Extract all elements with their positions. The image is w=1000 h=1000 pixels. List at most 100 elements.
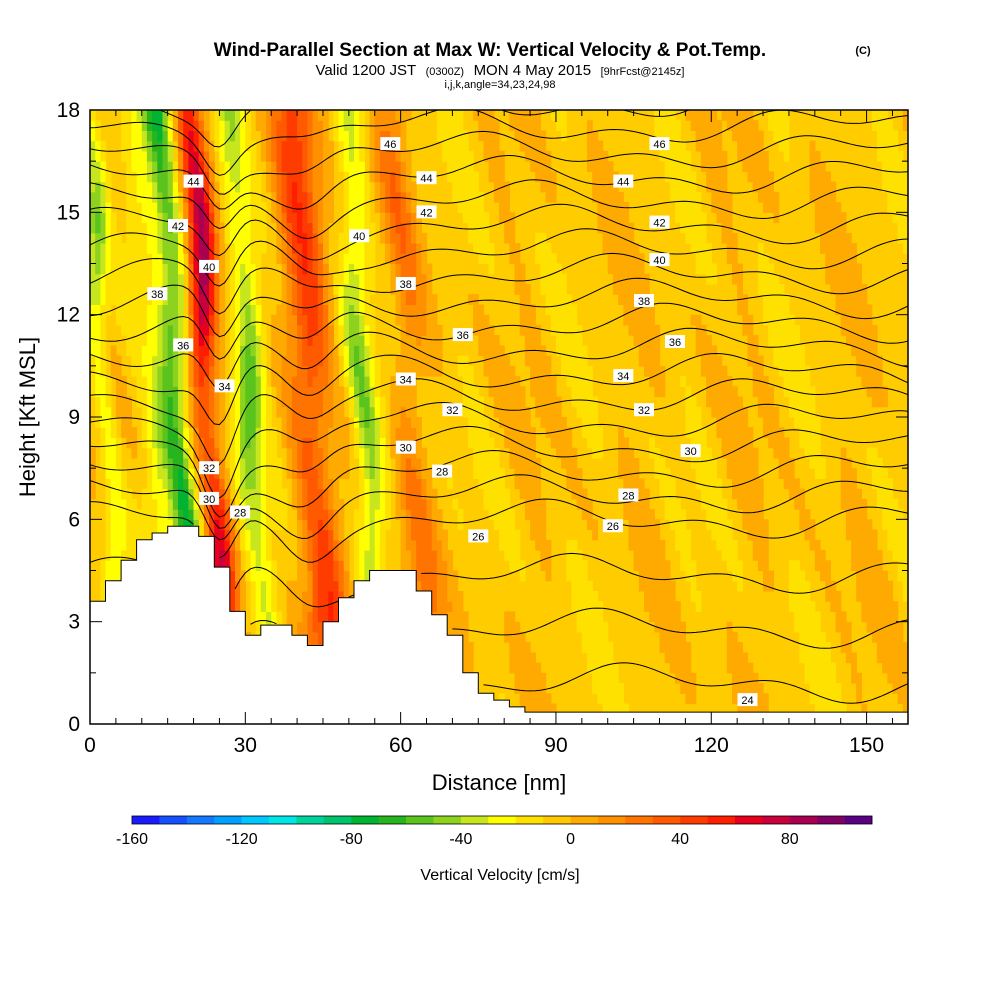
velocity-cell [193, 263, 200, 275]
velocity-cell [783, 365, 790, 377]
velocity-cell [706, 478, 712, 490]
velocity-cell [167, 263, 174, 275]
velocity-cell [193, 498, 200, 510]
velocity-cell [416, 273, 422, 285]
velocity-cell [323, 580, 329, 592]
velocity-cell [317, 130, 324, 142]
velocity-cell [219, 437, 226, 449]
velocity-cell [374, 161, 381, 172]
velocity-cell [131, 437, 138, 449]
velocity-cell [721, 406, 728, 418]
velocity-cell [281, 212, 288, 224]
velocity-cell [493, 191, 500, 203]
velocity-cell [628, 478, 635, 490]
velocity-cell [240, 519, 246, 531]
velocity-cell [307, 396, 314, 408]
velocity-cell [183, 417, 189, 428]
velocity-cell [473, 396, 479, 408]
velocity-cell [757, 488, 764, 500]
velocity-cell [152, 324, 158, 336]
velocity-cell [152, 365, 158, 377]
velocity-cell [545, 703, 552, 715]
velocity-cell [530, 150, 536, 162]
velocity-cell [566, 478, 573, 490]
velocity-cell [540, 130, 547, 142]
velocity-cell [757, 396, 764, 408]
velocity-cell [794, 345, 800, 357]
velocity-cell [680, 631, 686, 643]
velocity-cell [271, 161, 277, 172]
velocity-cell [328, 447, 334, 459]
velocity-cell [695, 222, 702, 234]
velocity-cell [768, 335, 774, 346]
velocity-cell [131, 284, 138, 295]
velocity-cell [115, 519, 122, 531]
velocity-cell [235, 478, 241, 490]
velocity-cell [245, 386, 252, 398]
velocity-cell [685, 693, 692, 705]
velocity-cell [328, 161, 334, 172]
velocity-cell [669, 181, 676, 193]
velocity-cell [530, 140, 536, 152]
velocity-cell [576, 355, 583, 367]
velocity-cell [493, 519, 500, 531]
velocity-cell [209, 437, 215, 449]
velocity-cell [426, 345, 433, 357]
velocity-cell [571, 304, 578, 316]
velocity-cell [214, 396, 221, 408]
velocity-cell [95, 150, 101, 162]
velocity-cell [172, 110, 179, 121]
velocity-cell [695, 427, 702, 438]
velocity-cell [105, 396, 112, 408]
velocity-cell [343, 335, 350, 346]
velocity-cell [245, 191, 252, 203]
velocity-cell [612, 273, 619, 285]
velocity-cell [623, 498, 630, 510]
velocity-cell [297, 529, 303, 541]
velocity-cell [581, 642, 588, 653]
velocity-cell [644, 560, 650, 572]
velocity-cell [732, 488, 738, 500]
velocity-cell [685, 652, 692, 664]
velocity-cell [245, 468, 252, 479]
velocity-cell [167, 120, 174, 131]
velocity-cell [618, 294, 624, 305]
velocity-cell [219, 314, 226, 326]
velocity-cell [499, 171, 505, 183]
velocity-cell [700, 355, 707, 367]
velocity-cell [354, 243, 360, 254]
velocity-cell [260, 212, 267, 224]
velocity-cell [214, 560, 221, 572]
velocity-cell [291, 447, 298, 459]
velocity-cell [240, 406, 246, 418]
velocity-cell [576, 396, 583, 408]
velocity-cell [649, 335, 655, 346]
velocity-cell [561, 457, 567, 469]
velocity-cell [504, 519, 510, 531]
velocity-cell [209, 355, 215, 367]
velocity-cell [121, 253, 127, 265]
velocity-cell [302, 427, 309, 438]
velocity-cell [462, 212, 469, 224]
velocity-cell [198, 376, 205, 387]
velocity-cell [405, 161, 412, 172]
velocity-cell [561, 447, 567, 459]
velocity-cell [540, 693, 547, 705]
velocity-cell [338, 591, 345, 602]
velocity-cell [405, 427, 412, 438]
velocity-cell [172, 212, 179, 224]
velocity-cell [411, 560, 417, 572]
velocity-cell [726, 560, 733, 572]
velocity-cell [535, 406, 541, 418]
velocity-cell [752, 150, 759, 162]
velocity-cell [493, 181, 500, 193]
velocity-cell [369, 161, 376, 172]
velocity-cell [369, 539, 376, 551]
velocity-cell [602, 202, 609, 213]
velocity-cell [411, 365, 417, 377]
velocity-cell [240, 365, 246, 377]
velocity-cell [695, 232, 702, 244]
velocity-cell [524, 150, 531, 162]
velocity-cell [152, 212, 158, 224]
velocity-cell [644, 488, 650, 500]
